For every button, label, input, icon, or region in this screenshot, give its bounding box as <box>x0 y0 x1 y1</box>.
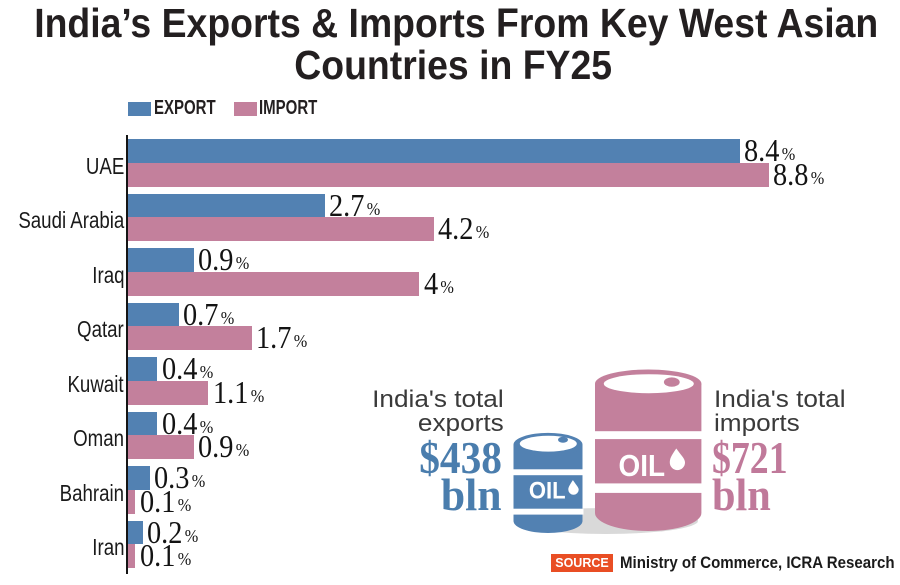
svg-text:OIL: OIL <box>529 477 566 504</box>
svg-text:OIL: OIL <box>619 449 665 484</box>
